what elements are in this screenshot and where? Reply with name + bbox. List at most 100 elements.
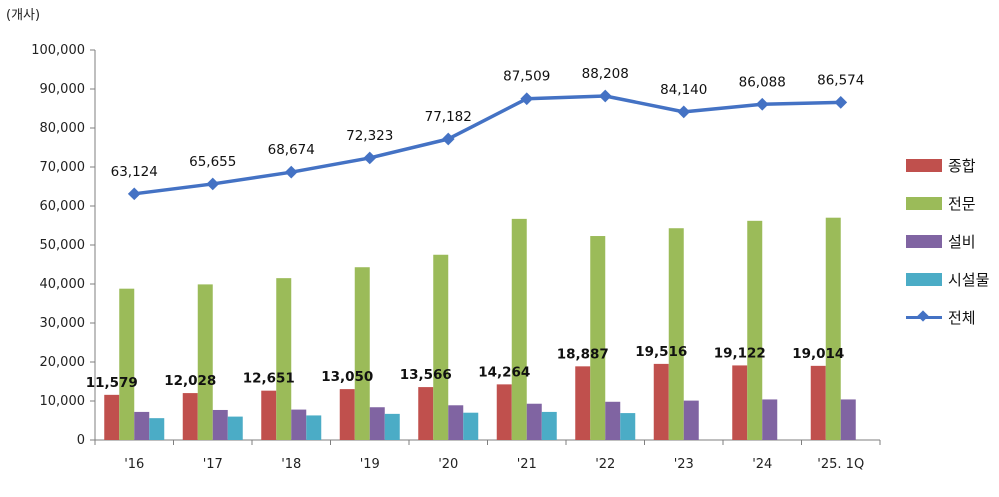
bar-1 (104, 394, 120, 440)
y-tick-label: 0 (77, 433, 85, 448)
x-tick-label: '20 (438, 457, 458, 472)
x-tick-label: '16 (124, 457, 144, 472)
bar-4 (620, 413, 636, 440)
bar-2 (747, 220, 763, 440)
total-value-label: 63,124 (111, 164, 158, 180)
y-tick-label: 10,000 (40, 394, 86, 409)
y-tick-label: 60,000 (40, 199, 86, 214)
bar-4 (149, 418, 165, 440)
bar-2 (590, 236, 606, 440)
bar-value-label: 12,028 (164, 373, 216, 389)
legend-label-jeonche: 전체 (948, 308, 976, 327)
x-tick-label: '22 (595, 457, 615, 472)
legend-label-jeonmun: 전문 (948, 194, 976, 213)
total-value-label: 68,674 (268, 142, 315, 158)
bar-1 (182, 393, 198, 440)
bar-2 (825, 217, 841, 440)
bar-2 (668, 228, 684, 440)
y-tick-label: 80,000 (40, 121, 86, 136)
total-point (755, 97, 769, 111)
bar-3 (605, 401, 621, 440)
legend-swatch-siseolmul (906, 272, 942, 286)
x-tick-label: '24 (752, 457, 772, 472)
y-tick-label: 70,000 (40, 160, 86, 175)
bar-3 (212, 409, 228, 440)
bar-1 (418, 387, 434, 440)
x-tick-label: '17 (203, 457, 223, 472)
bar-1 (732, 365, 748, 440)
y-tick-label: 40,000 (40, 277, 86, 292)
bar-value-label: 19,122 (714, 345, 766, 361)
y-tick-label: 50,000 (40, 238, 86, 253)
bar-2 (354, 267, 370, 440)
total-value-label: 77,182 (425, 109, 472, 125)
x-tick-label: '18 (281, 457, 301, 472)
total-value-label: 84,140 (660, 82, 707, 98)
legend-swatch-jonghap (906, 158, 942, 172)
bar-3 (369, 407, 385, 440)
bar-value-label: 13,050 (321, 369, 373, 385)
legend-item-jeonche: 전체 (906, 298, 989, 336)
bar-value-label: 12,651 (243, 371, 295, 387)
bar-value-label: 14,264 (478, 364, 530, 380)
total-value-label: 86,088 (739, 74, 786, 90)
total-point (284, 165, 298, 179)
x-tick-label: '23 (674, 457, 694, 472)
y-tick-label: 90,000 (40, 82, 86, 97)
legend-swatch-jeonche (906, 309, 942, 324)
total-point (598, 89, 612, 103)
x-tick-label: '19 (360, 457, 380, 472)
bar-2 (276, 278, 292, 440)
bar-1 (496, 384, 512, 440)
bar-3 (134, 411, 150, 440)
bar-3 (291, 409, 307, 440)
bar-3 (683, 400, 699, 440)
bar-value-label: 18,887 (557, 346, 609, 362)
bar-1 (261, 390, 277, 440)
bar-2 (197, 284, 213, 440)
total-value-label: 86,574 (817, 72, 864, 88)
legend-label-jonghap: 종합 (948, 156, 976, 175)
bar-value-label: 19,516 (635, 344, 687, 360)
legend-item-seolbi: 설비 (906, 222, 989, 260)
legend-item-jeonmun: 전문 (906, 184, 989, 222)
total-value-label: 88,208 (582, 66, 629, 82)
total-point (127, 187, 141, 201)
bar-value-label: 11,579 (86, 375, 138, 391)
total-point (677, 105, 691, 119)
y-tick-label: 100,000 (31, 43, 85, 58)
bar-4 (227, 416, 243, 440)
bar-1 (653, 363, 669, 440)
total-point (520, 92, 534, 106)
total-line (134, 94, 841, 196)
bar-4 (384, 413, 400, 440)
x-tick-label: '25. 1Q (817, 457, 864, 472)
bar-4 (463, 412, 479, 440)
total-point (363, 151, 377, 165)
bar-4 (306, 415, 322, 440)
bar-1 (339, 389, 355, 440)
legend-swatch-jeonmun (906, 196, 942, 210)
x-tick-label: '21 (517, 457, 537, 472)
total-point (834, 95, 848, 109)
legend: 종합 전문 설비 시설물 전체 (906, 146, 989, 336)
total-value-label: 87,509 (503, 69, 550, 85)
bar-3 (526, 403, 542, 440)
bar-value-label: 19,014 (792, 346, 844, 362)
y-tick-label: 30,000 (40, 316, 86, 331)
legend-item-jonghap: 종합 (906, 146, 989, 184)
bar-1 (575, 366, 591, 440)
legend-item-siseolmul: 시설물 (906, 260, 989, 298)
y-tick-label: 20,000 (40, 355, 86, 370)
bar-3 (762, 399, 778, 440)
bar-2 (433, 254, 449, 440)
legend-label-seolbi: 설비 (948, 232, 976, 251)
legend-swatch-seolbi (906, 234, 942, 248)
bar-3 (840, 399, 856, 440)
total-value-label: 72,323 (346, 128, 393, 144)
legend-label-siseolmul: 시설물 (948, 270, 990, 289)
bar-3 (448, 405, 464, 440)
bar-2 (511, 218, 527, 440)
total-point (206, 177, 220, 191)
